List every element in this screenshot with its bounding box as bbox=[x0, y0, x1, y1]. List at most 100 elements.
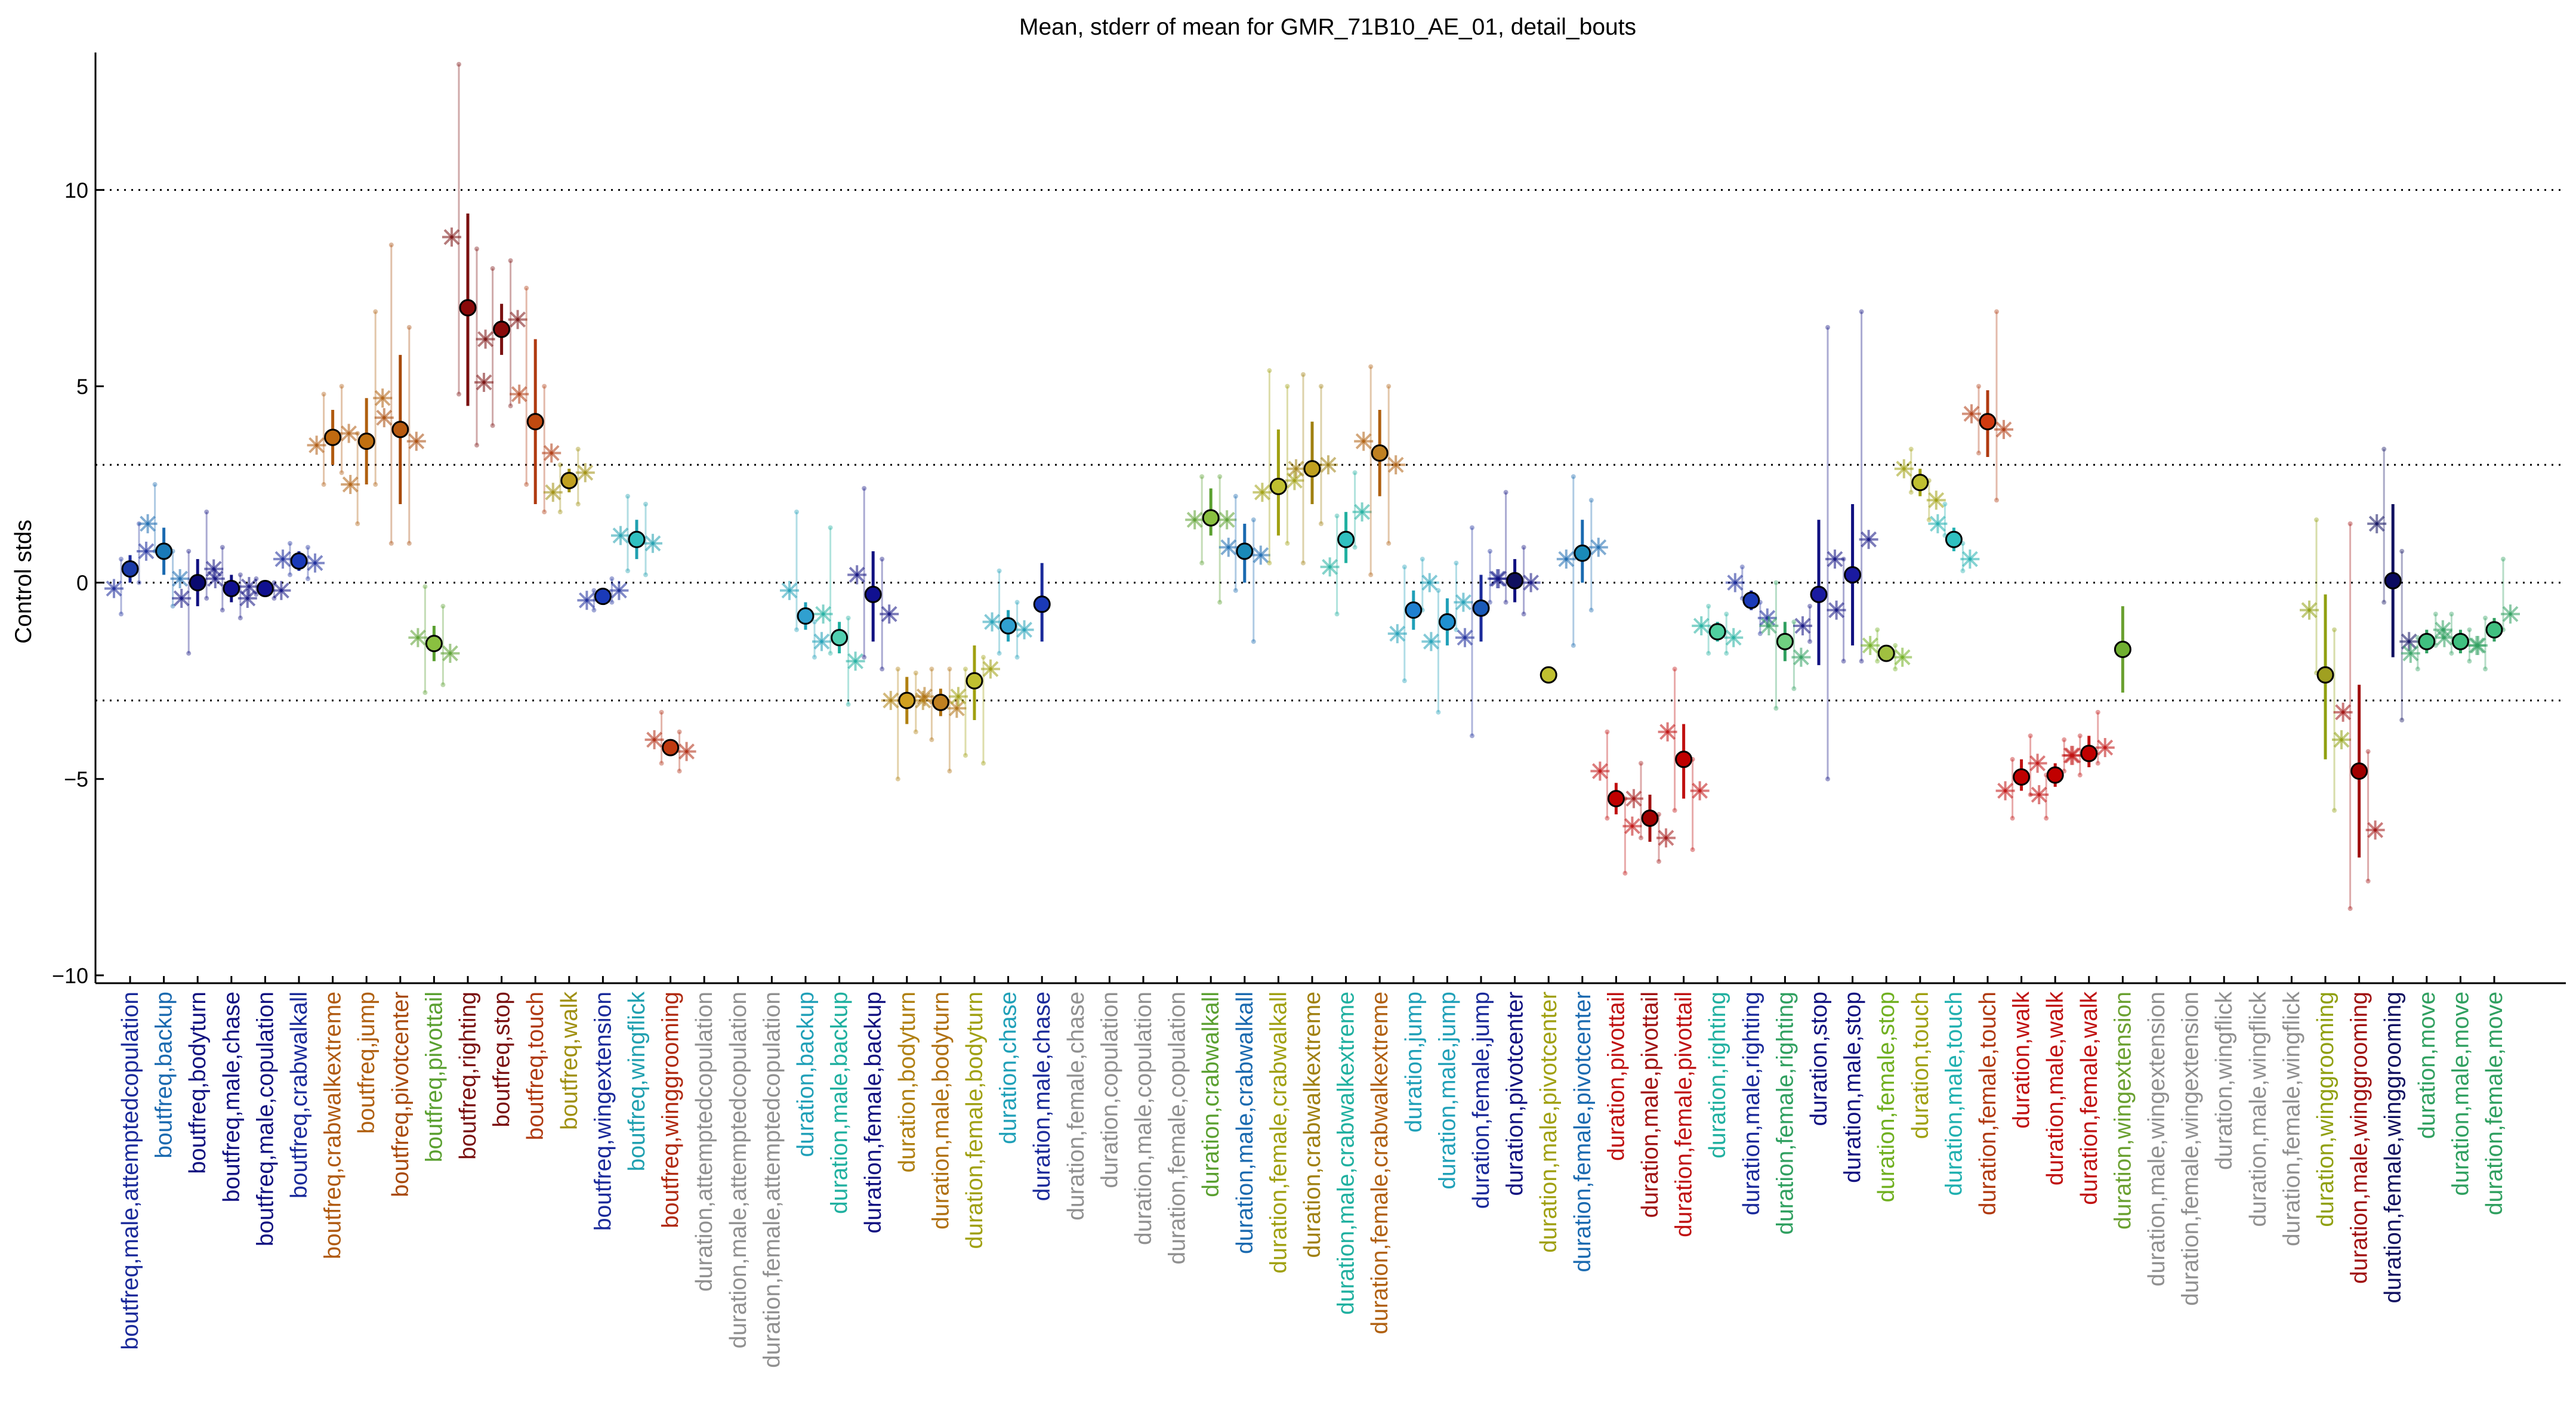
fly-range-end bbox=[1706, 651, 1711, 656]
fly-marker-stroke bbox=[1286, 473, 1303, 489]
x-tick-label: duration,bodyturn bbox=[894, 992, 920, 1173]
fly-mean-marker bbox=[1656, 828, 1676, 848]
mean-point bbox=[357, 433, 375, 450]
fly-marker-stroke bbox=[2502, 606, 2519, 622]
fly-marker-stroke bbox=[2402, 645, 2419, 662]
fly-mean-marker bbox=[1624, 789, 1643, 808]
x-tick-label: duration,attemptedcopulation bbox=[692, 992, 717, 1292]
fly-range-end bbox=[1994, 309, 1999, 314]
mean-point bbox=[831, 629, 849, 647]
fly-range-end bbox=[524, 482, 529, 487]
fly-marker-stroke bbox=[308, 437, 325, 453]
fly-range-end bbox=[1639, 761, 1643, 766]
fly-mean-marker bbox=[1725, 573, 1745, 592]
x-tick-label: duration,move bbox=[2414, 992, 2440, 1139]
fly-marker-stroke bbox=[1186, 511, 1203, 528]
x-tick-label: boutfreq,male,copulation bbox=[252, 992, 278, 1246]
fly-range-end bbox=[557, 509, 563, 515]
fly-marker-stroke bbox=[207, 570, 224, 587]
fly-mean-marker bbox=[172, 588, 192, 608]
fly-mean-marker bbox=[2029, 785, 2049, 805]
fly-marker-stroke bbox=[1355, 433, 1372, 450]
fly-range-end bbox=[1791, 686, 1797, 691]
fly-marker-stroke bbox=[1220, 539, 1237, 555]
fly-range-end bbox=[557, 462, 563, 468]
fly-range-end bbox=[1014, 600, 1020, 605]
fly-marker-stroke bbox=[1727, 575, 1744, 591]
category-labels: boutfreq,male,attemptedcopulation boutfre… bbox=[118, 992, 2507, 1368]
fly-range-end bbox=[1488, 548, 1492, 554]
fly-mean-marker bbox=[2469, 635, 2488, 655]
fly-range-end bbox=[2467, 627, 2472, 632]
fly-marker-stroke bbox=[1491, 570, 1507, 587]
fly-marker-stroke bbox=[1254, 484, 1270, 501]
fly-range-end bbox=[237, 572, 243, 578]
fly-range-end bbox=[1893, 666, 1898, 672]
fly-range-end bbox=[1588, 498, 1594, 503]
fly-range-end bbox=[1334, 513, 1340, 518]
fly-mean-marker bbox=[1454, 592, 1473, 612]
fly-mean-marker bbox=[1995, 781, 2015, 801]
x-tick-label: duration,male,attemptedcopulation bbox=[726, 992, 751, 1348]
fly-marker-stroke bbox=[815, 606, 832, 622]
fly-range-end bbox=[643, 501, 648, 507]
fly-range-end bbox=[947, 768, 952, 774]
axes: −10 −5 0 5 10 bbox=[52, 53, 2566, 988]
fly-range-end bbox=[1656, 859, 1661, 864]
fly-mean-marker bbox=[643, 533, 662, 553]
fly-range-end bbox=[895, 666, 900, 672]
fly-marker-stroke bbox=[1928, 492, 1945, 508]
fly-range-end bbox=[929, 666, 934, 672]
fly-marker-stroke bbox=[1725, 629, 1742, 646]
fly-range-end bbox=[2062, 737, 2067, 742]
mean-point bbox=[121, 560, 139, 578]
x-tick-label: duration,female,backup bbox=[860, 992, 886, 1233]
fly-range-end bbox=[1402, 678, 1407, 684]
fly-range-end bbox=[1571, 643, 1576, 648]
fly-range-end bbox=[2347, 906, 2353, 911]
fly-range-end bbox=[2077, 733, 2083, 739]
fly-range-end bbox=[1470, 525, 1474, 530]
fly-mean-marker bbox=[406, 431, 426, 451]
fly-range-end bbox=[1875, 659, 1880, 664]
fly-mean-marker bbox=[374, 408, 394, 428]
x-tick-label: duration,female,wingextension bbox=[2178, 992, 2204, 1306]
fly-range-end bbox=[659, 761, 664, 766]
fly-marker-stroke bbox=[1929, 515, 1946, 532]
fly-range-end bbox=[643, 572, 648, 578]
fly-mean-marker bbox=[442, 227, 461, 247]
fly-mean-marker bbox=[137, 541, 156, 561]
mean-point bbox=[2080, 745, 2098, 762]
fly-range-end bbox=[1724, 651, 1729, 656]
fly-marker-stroke bbox=[646, 731, 663, 748]
fly-range-end bbox=[321, 482, 326, 487]
fly-marker-stroke bbox=[1421, 575, 1438, 591]
fly-marker-stroke bbox=[1862, 637, 1878, 654]
fly-marker-stroke bbox=[950, 688, 967, 705]
fly-range-end bbox=[288, 572, 292, 578]
fly-marker-stroke bbox=[1659, 724, 1676, 740]
mean-point bbox=[999, 617, 1017, 635]
fly-mean-marker bbox=[1588, 538, 1608, 557]
fly-mean-marker bbox=[2028, 754, 2047, 773]
fly-range-end bbox=[2095, 761, 2100, 766]
reference-lines bbox=[95, 189, 2566, 702]
fly-mean-marker bbox=[1218, 538, 1238, 557]
fly-marker-stroke bbox=[1354, 504, 1371, 520]
fly-marker-stroke bbox=[2065, 747, 2081, 764]
fly-marker-stroke bbox=[1252, 547, 1269, 563]
fly-mean-marker bbox=[1185, 510, 1205, 530]
x-tick-label: duration,male,pivotcenter bbox=[1536, 992, 1562, 1253]
fly-mean-marker bbox=[1692, 616, 1711, 636]
mean-point bbox=[1202, 509, 1220, 527]
mean-point bbox=[965, 672, 983, 690]
fly-marker-stroke bbox=[1861, 531, 1877, 548]
fly-marker-stroke bbox=[849, 567, 865, 583]
fly-mean-marker bbox=[1521, 573, 1541, 592]
fly-marker-stroke bbox=[916, 688, 933, 705]
fly-range-end bbox=[204, 595, 209, 601]
mean-point bbox=[290, 552, 308, 570]
x-tick-label: duration,female,winggrooming bbox=[2380, 992, 2406, 1303]
fly-marker-stroke bbox=[578, 592, 595, 609]
fly-range-end bbox=[1791, 619, 1797, 625]
